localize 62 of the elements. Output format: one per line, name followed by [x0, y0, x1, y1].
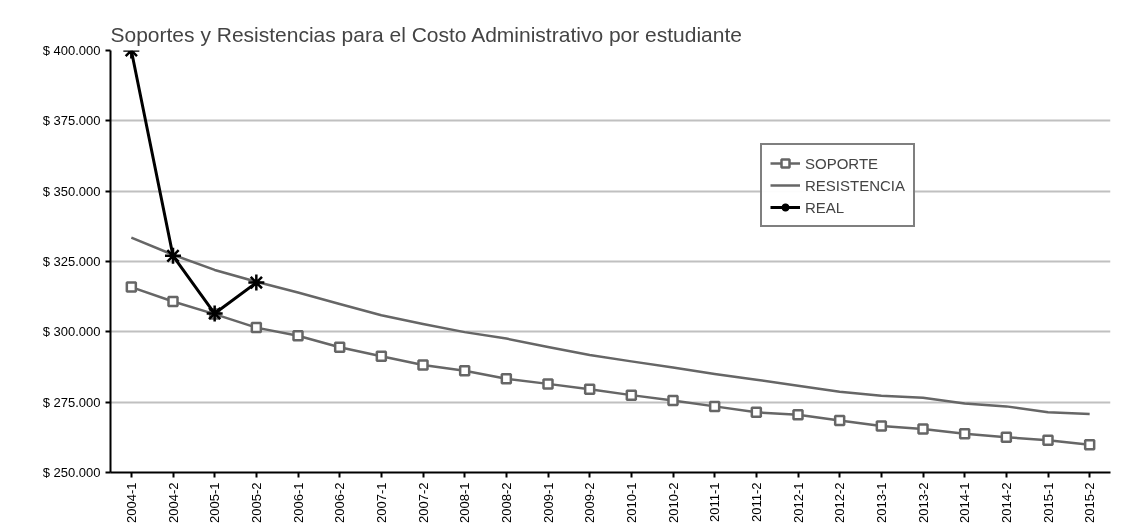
point — [958, 427, 971, 440]
point — [417, 359, 429, 371]
y-tick-label: $ 350.000 — [42, 183, 101, 199]
x-tick-label: 2010-2 — [665, 482, 681, 523]
x-tick-label: 2010-1 — [623, 482, 639, 523]
x-tick-label: 2007-2 — [415, 482, 431, 523]
point — [542, 378, 554, 390]
point — [333, 341, 346, 354]
x-tick-label: 2012-2 — [832, 482, 848, 523]
legend-label: REAL — [805, 198, 845, 216]
x-tick-label: 2012-1 — [790, 482, 806, 523]
point — [1083, 438, 1096, 451]
x-tick-label: 2008-2 — [498, 482, 514, 523]
x-tick-label: 2011-1 — [707, 482, 723, 523]
y-tick-label: $ 375.000 — [42, 113, 101, 129]
y-tick-label: $ 300.000 — [42, 324, 101, 340]
x-tick-label: 2013-1 — [873, 482, 889, 523]
point — [1042, 434, 1054, 446]
point — [917, 423, 929, 435]
x-tick-label: 2011-2 — [748, 482, 764, 523]
x-tick-label: 2004-1 — [123, 482, 139, 523]
point — [750, 406, 763, 419]
point — [1000, 431, 1013, 444]
x-tick-label: 2015-2 — [1082, 482, 1098, 523]
x-tick-label: 2005-2 — [248, 482, 264, 523]
point — [292, 330, 304, 342]
point — [375, 350, 388, 363]
x-tick-label: 2015-1 — [1040, 482, 1056, 523]
x-tick-label: 2014-1 — [957, 482, 973, 523]
legend-label: SOPORTE — [805, 154, 879, 172]
y-tick-label: $ 275.000 — [42, 394, 101, 410]
x-tick-label: 2013-2 — [915, 482, 931, 523]
point — [205, 304, 224, 323]
x-tick-label: 2007-1 — [373, 482, 389, 523]
point — [833, 414, 846, 427]
y-tick-label: $ 400.000 — [42, 43, 101, 58]
point — [708, 400, 721, 413]
point — [625, 389, 638, 401]
x-tick-label: 2005-1 — [207, 482, 223, 523]
x-tick-label: 2006-1 — [290, 482, 306, 523]
point — [500, 373, 513, 385]
x-tick-label: 2008-1 — [457, 482, 473, 523]
x-tick-label: 2009-2 — [582, 482, 598, 523]
point — [792, 409, 804, 421]
y-tick-label: $ 250.000 — [42, 465, 101, 480]
chart-title: Soportes y Resistencias para el Costo Administrativo por estudiante — [110, 22, 742, 46]
point — [250, 321, 263, 334]
y-tick-label: $ 325.000 — [42, 254, 101, 269]
x-tick-label: 2014-2 — [998, 482, 1014, 523]
x-tick-label: 2004-2 — [165, 482, 181, 523]
point — [163, 246, 183, 266]
point — [167, 295, 179, 308]
x-tick-label: 2006-2 — [332, 482, 348, 523]
point — [875, 420, 888, 432]
legend-label: RESISTENCIA — [805, 176, 906, 194]
point — [667, 394, 679, 407]
line-series — [130, 236, 1091, 416]
x-tick-label: 2009-1 — [540, 482, 556, 523]
point — [583, 383, 596, 395]
point — [247, 273, 266, 292]
point — [458, 364, 471, 377]
point — [125, 281, 138, 293]
